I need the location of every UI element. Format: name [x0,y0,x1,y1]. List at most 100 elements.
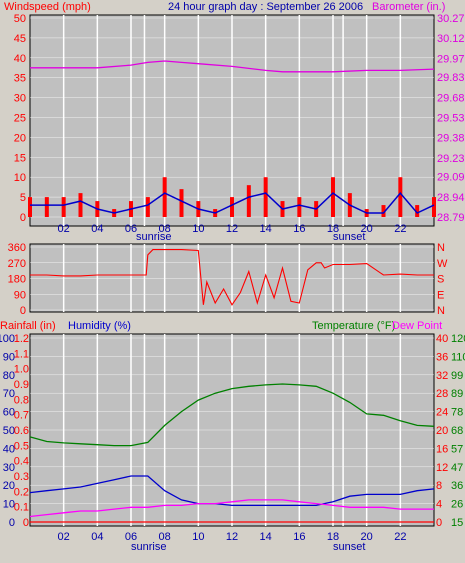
y-tick-label: 0 [20,212,26,224]
compass-label: S [437,274,444,286]
y-tick-label: 180 [8,274,26,286]
y2-tick-label: 29.09 [437,172,465,184]
x-tick-label: 22 [394,531,406,543]
y-tick-label: 45 [14,33,26,45]
gust-bar [162,177,167,217]
x-tick-label: 16 [293,531,305,543]
humidity-tick-label: 0 [9,517,15,529]
rainfall-tick-label: 0.3 [14,471,29,483]
humidity-tick-label: 40 [3,443,15,455]
gust-bar [263,177,268,217]
y-tick-label: 270 [8,258,26,270]
rainfall-tick-label: 0.7 [14,410,29,422]
gust-bar [28,197,32,217]
temperature-c-tick-label: 40 [436,333,448,345]
humidity-line [29,475,435,507]
wind-direction-line [30,249,434,306]
x-tick-label: 12 [226,223,238,235]
sunrise-label-top: sunrise [136,231,171,243]
temperature-c-tick-label: 20 [436,425,448,437]
gust-bar [331,177,335,217]
rainfall-tick-label: 0.9 [14,379,29,391]
rainfall-tick-label: 0.2 [14,486,29,498]
y-tick-label: 10 [14,172,26,184]
temperature-f-tick-label: 36 [451,480,463,492]
temperature-c-tick-label: 32 [436,370,448,382]
gust-bar [381,205,386,217]
y2-tick-label: 29.68 [437,92,465,104]
temperature-c-tick-label: 12 [436,462,448,474]
humidity-tick-label: 100 [0,333,15,345]
y2-tick-label: 29.23 [437,153,465,165]
y2-tick-label: 30.12 [437,33,465,45]
temperature-f-tick-label: 120 [451,333,465,345]
temperature-f-tick-label: 68 [451,425,463,437]
rainfall-tick-label: 0 [23,517,29,529]
rainfall-axis-label: Rainfall (in) [0,320,56,332]
rainfall-tick-label: 0.4 [14,456,29,468]
gust-bar [61,197,66,217]
temperature-c-tick-label: 24 [436,407,448,419]
y2-tick-label: 30.27 [437,13,465,25]
y-tick-label: 50 [14,13,26,25]
sunrise-label-bottom: sunrise [131,541,166,553]
compass-label: W [437,258,448,270]
y2-tick-label: 29.97 [437,53,465,65]
x-tick-label: 08 [159,531,171,543]
x-tick-label: 20 [361,223,373,235]
temperature-f-tick-label: 89 [451,388,463,400]
dewpoint-line [29,499,434,518]
y-tick-label: 40 [14,53,26,65]
temperature-f-tick-label: 57 [451,443,463,455]
rainfall-tick-label: 0.1 [14,502,29,514]
gust-bar [398,177,403,217]
x-tick-label: 02 [58,531,70,543]
y-tick-label: 360 [8,242,26,254]
humidity-tick-label: 70 [3,388,15,400]
y2-tick-label: 28.79 [437,212,465,224]
x-tick-label: 10 [192,223,204,235]
compass-label: E [437,289,444,301]
humidity-tick-label: 60 [3,407,15,419]
x-tick-label: 10 [192,531,204,543]
x-tick-label: 14 [260,531,272,543]
humidity-tick-label: 90 [3,351,15,363]
temperature-c-tick-label: 36 [436,351,448,363]
rainfall-tick-label: 0.5 [14,440,29,452]
y2-tick-label: 28.94 [437,192,465,204]
humidity-tick-label: 10 [3,499,15,511]
gust-bar [230,197,234,217]
rain-humidity-temp-plot: 0 10 20 30 40 50 60 70 80 90 100 0 0.1 0.2 0.3 0.4 0.5 0.… [0,333,465,543]
x-tick-label: 04 [91,223,103,235]
y-tick-label: 90 [14,289,26,301]
temp-line [29,383,435,447]
temperature-f-tick-label: 47 [451,462,463,474]
x-tick-label: 16 [293,223,305,235]
humidity-tick-label: 30 [3,462,15,474]
temperature-f-tick-label: 26 [451,499,463,511]
graph-title: 24 hour graph day : September 26 2006 [168,1,363,13]
x-tick-label: 02 [58,223,70,235]
temperature-f-tick-label: 15 [451,517,463,529]
sunset-label-top: sunset [333,231,365,243]
y2-tick-label: 29.53 [437,113,465,125]
rainfall-tick-label: 0.6 [14,425,29,437]
humidity-tick-label: 50 [3,425,15,437]
y-tick-label: 25 [14,113,26,125]
gust-bar [432,197,436,217]
dewpoint-axis-label: Dew Point [392,320,442,332]
y-tick-label: 35 [14,73,26,85]
temperature-f-tick-label: 78 [451,407,463,419]
temperature-f-tick-label: 99 [451,370,463,382]
y-tick-label: 20 [14,132,26,144]
x-tick-label: 18 [327,531,339,543]
humidity-axis-label: Humidity (%) [68,320,131,332]
temperature-c-tick-label: 28 [436,388,448,400]
barometer-axis-label: Barometer (in.) [372,1,445,13]
y-tick-label: 5 [20,192,26,204]
x-tick-label: 06 [125,531,137,543]
x-tick-label: 06 [125,223,137,235]
humidity-tick-label: 80 [3,370,15,382]
x-tick-label: 04 [91,531,103,543]
